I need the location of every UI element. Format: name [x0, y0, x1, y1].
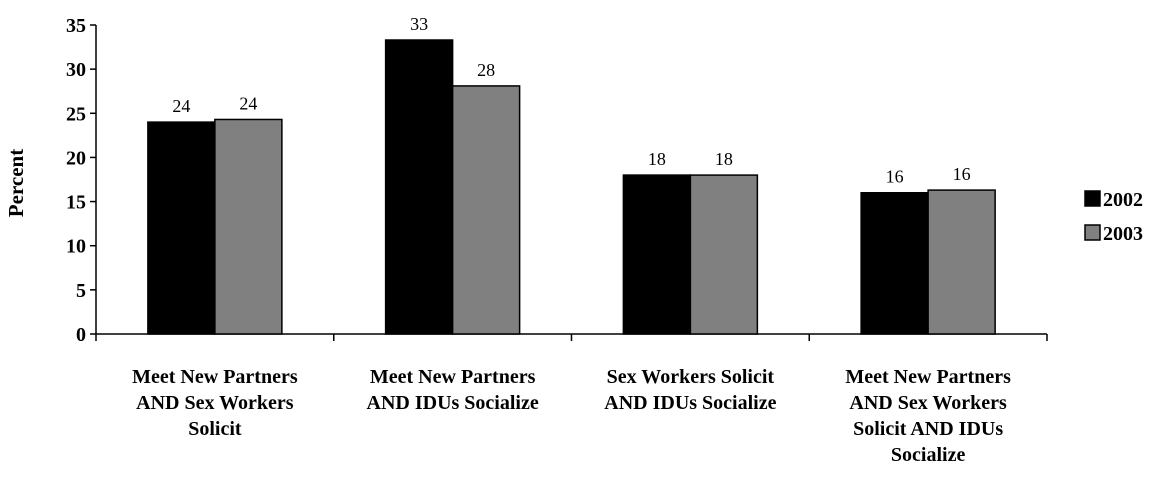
category-label-line: Solicit [188, 418, 242, 440]
data-label-2002-1: 24 [172, 96, 190, 116]
category-label-line: Meet New Partners [845, 366, 1011, 388]
category-label-4: Meet New Partners AND Sex Workers Solicit … [845, 366, 1011, 466]
data-label-2003-4: 16 [953, 164, 971, 184]
category-label-line: Socialize [891, 444, 966, 466]
bar-2002-1 [147, 121, 216, 335]
data-label-2002-2: 33 [410, 14, 428, 34]
category-label-1: Meet New Partners AND Sex Workers Solicit [132, 366, 298, 440]
legend-label-2003: 2003 [1103, 223, 1143, 245]
bar-2002-3 [622, 174, 692, 335]
category-label-line: AND IDUs Socialize [367, 392, 539, 414]
legend-swatch-2003 [1084, 224, 1101, 241]
bar-2003-2 [451, 85, 521, 335]
data-labels: 24 24 33 28 18 18 16 16 [172, 14, 970, 187]
data-label-2002-4: 16 [886, 167, 904, 187]
data-label-2003-3: 18 [715, 149, 733, 169]
category-label-line: Solicit AND IDUs [853, 418, 1003, 440]
y-tick-label: 30 [66, 59, 86, 81]
y-tick-label: 0 [76, 324, 86, 346]
y-axis-title: Percent [4, 149, 28, 217]
bar-2002-4 [860, 191, 929, 335]
category-label-line: AND IDUs Socialize [604, 392, 776, 414]
category-label-2: Meet New Partners AND IDUs Socialize [367, 366, 539, 414]
category-labels: Meet New Partners AND Sex Workers SolicitM… [132, 366, 1011, 466]
data-label-2003-1: 24 [239, 93, 257, 113]
legend-label-2002: 2002 [1103, 189, 1143, 211]
y-axis: 0 5 10 15 20 25 30 35 [66, 15, 97, 346]
bar-2002-2 [384, 39, 454, 335]
legend-swatch-2002 [1084, 190, 1101, 207]
y-tick-label: 5 [76, 280, 86, 302]
data-label-2002-3: 18 [648, 149, 666, 169]
x-axis [95, 333, 1048, 341]
bar-2003-1 [214, 118, 283, 335]
y-tick-label: 25 [66, 103, 86, 125]
category-label-line: Sex Workers Solicit [607, 366, 775, 388]
category-label-line: Meet New Partners [132, 366, 298, 388]
y-tick-label: 10 [66, 236, 86, 258]
legend: 2002 2003 [1084, 189, 1143, 245]
category-label-line: AND Sex Workers [849, 392, 1007, 414]
data-label-2003-2: 28 [477, 60, 495, 80]
category-label-line: AND Sex Workers [136, 392, 294, 414]
y-tick-label: 20 [66, 147, 86, 169]
bars [147, 39, 996, 335]
category-label-line: Meet New Partners [370, 366, 536, 388]
y-tick-label: 15 [66, 192, 86, 214]
category-label-3: Sex Workers Solicit AND IDUs Socialize [604, 366, 776, 414]
y-tick-label: 35 [66, 15, 86, 37]
bar-2003-4 [927, 189, 996, 335]
bar-2003-3 [689, 174, 759, 335]
